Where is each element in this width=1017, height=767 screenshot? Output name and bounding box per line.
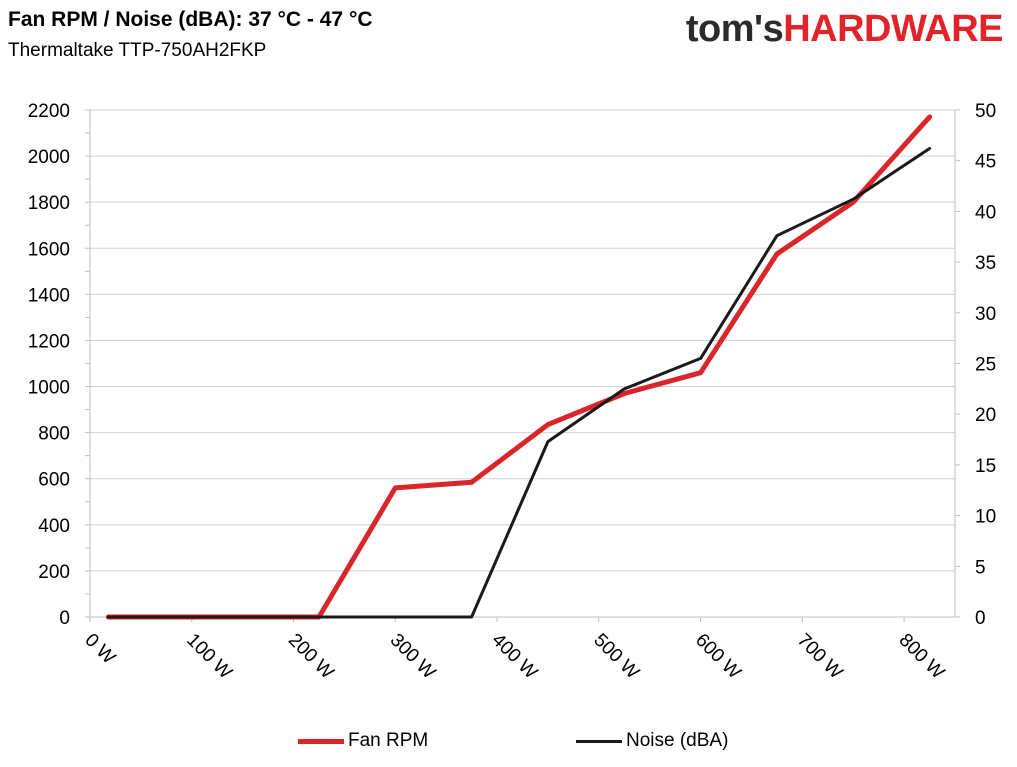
y-right-tick-label: 20	[975, 405, 996, 426]
y-right-tick-label: 40	[975, 202, 996, 223]
y-left-tick-label: 1800	[28, 193, 70, 214]
chart-title: Fan RPM / Noise (dBA): 37 °C - 47 °C	[8, 8, 373, 31]
y-right-tick-label: 50	[975, 101, 996, 122]
y-left-tick-label: 1200	[28, 331, 70, 352]
y-right-tick-label: 35	[975, 253, 996, 274]
y-left-tick-label: 1000	[28, 378, 70, 399]
x-tick-label: 200 W	[284, 630, 338, 684]
y-left-tick-label: 1400	[28, 285, 70, 306]
x-tick-label: 600 W	[691, 630, 745, 684]
y-right-tick-label: 15	[975, 456, 996, 477]
logo-part-hardware: HARDWARE	[783, 8, 1003, 50]
y-right-tick-label: 0	[975, 608, 986, 629]
y-right-tick-label: 25	[975, 355, 996, 376]
y-left-tick-label: 0	[59, 608, 70, 629]
legend-item-fan-rpm: Fan RPM	[298, 730, 428, 752]
logo-part-toms: tom's	[685, 8, 784, 50]
x-tick-label: 300 W	[386, 630, 440, 684]
y-left-tick-label: 400	[38, 516, 70, 537]
series-line-fan-rpm	[105, 114, 933, 620]
x-tick-label: 0 W	[80, 630, 119, 669]
legend-label-noise: Noise (dBA)	[626, 730, 729, 751]
legend-swatch-noise	[576, 739, 622, 743]
y-right-tick-label: 30	[975, 304, 996, 325]
x-tick-label: 500 W	[589, 630, 643, 684]
legend-label-fan-rpm: Fan RPM	[348, 730, 429, 751]
y-right-tick-label: 45	[975, 152, 996, 173]
y-left-tick-label: 2000	[28, 147, 70, 168]
x-tick-label: 700 W	[793, 630, 847, 684]
series-line-noise	[106, 147, 932, 619]
y-left-tick-label: 2200	[28, 101, 70, 122]
chart-subtitle: Thermaltake TTP-750AH2FKP	[8, 40, 267, 61]
x-tick-label: 400 W	[488, 630, 542, 684]
y-left-tick-label: 200	[38, 562, 70, 583]
y-left-tick-label: 1600	[28, 239, 70, 260]
y-left-tick-label: 800	[38, 424, 70, 445]
y-left-tick-label: 600	[38, 470, 70, 491]
y-right-tick-label: 10	[975, 507, 996, 528]
y-right-tick-label: 5	[975, 557, 986, 578]
legend-swatch-fan-rpm	[298, 738, 344, 744]
x-tick-label: 100 W	[182, 630, 236, 684]
legend-item-noise: Noise (dBA)	[576, 730, 728, 752]
toms-hardware-logo: tom'sHARDWARE	[685, 8, 1004, 51]
x-tick-label: 800 W	[895, 630, 949, 684]
